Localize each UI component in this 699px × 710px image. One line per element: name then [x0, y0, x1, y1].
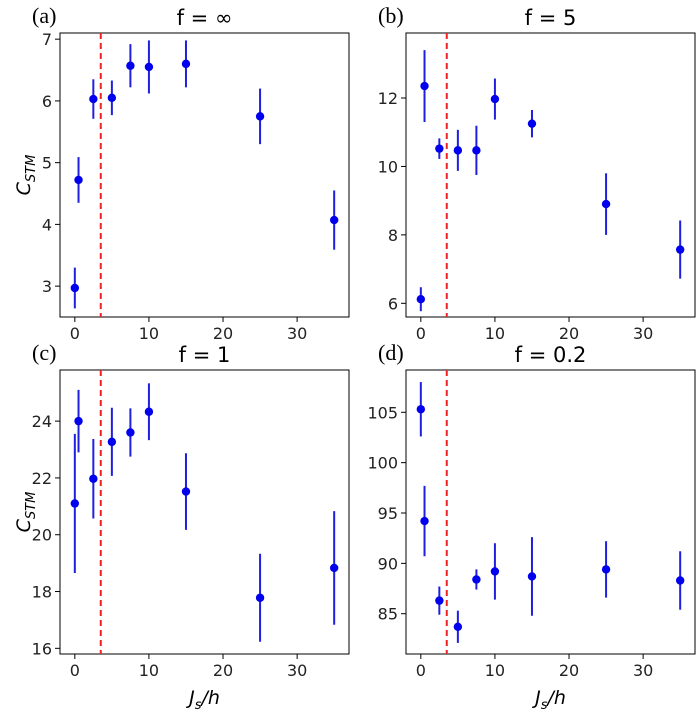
data-point [490, 567, 500, 576]
y-tick-label: 12 [378, 89, 398, 108]
plot-frame [59, 32, 350, 318]
panel-title: f = 5 [525, 6, 577, 30]
y-tick-label: 5 [42, 154, 52, 173]
x-tick-label: 10 [485, 324, 505, 343]
y-tick-label: 3 [42, 277, 52, 296]
y-tick-label: 6 [388, 294, 398, 313]
x-tick-label: 0 [70, 661, 80, 680]
data-point [416, 405, 426, 414]
panel-0: (a) f = ∞ 0 10 20 30 3 4 5 6 7 CSTM [13, 3, 350, 343]
panel-3: (d) f = 0.2 0 10 20 30 85 90 95 100 105 Js/h [367, 340, 696, 710]
data-point [107, 93, 117, 103]
x-tick-label: 20 [559, 324, 579, 343]
y-tick-label: 105 [367, 403, 398, 422]
data-point [74, 175, 83, 185]
y-axis-label: CSTM [13, 492, 39, 533]
x-tick-label: 10 [139, 324, 159, 343]
panel-label: (b) [378, 3, 404, 28]
data-point [144, 407, 154, 416]
x-tick-label: 0 [416, 661, 426, 680]
y-tick-label: 22 [32, 469, 52, 488]
data-point [527, 572, 537, 581]
x-axis-label: Js/h [185, 687, 220, 710]
data-point [89, 94, 98, 104]
data-point [181, 59, 191, 69]
y-tick-label: 20 [32, 526, 52, 545]
panel-title: f = 1 [179, 343, 231, 367]
y-tick-label: 16 [32, 639, 52, 658]
data-point [527, 119, 537, 128]
data-point [416, 295, 426, 304]
y-tick-label: 7 [42, 30, 52, 49]
x-tick-label: 30 [287, 661, 307, 680]
panel-title: f = ∞ [177, 6, 233, 30]
x-tick-label: 10 [139, 661, 159, 680]
x-tick-label: 0 [70, 324, 80, 343]
data-point [74, 416, 83, 426]
y-tick-label: 90 [378, 554, 398, 573]
panel-1: (b) f = 5 0 10 20 30 6 8 10 12 [378, 3, 696, 343]
x-axis-label: Js/h [531, 687, 566, 710]
y-tick-label: 95 [378, 504, 398, 523]
data-point [126, 428, 135, 437]
data-point [453, 622, 463, 632]
x-tick-label: 30 [287, 324, 307, 343]
data-point [126, 61, 135, 70]
data-point [435, 144, 444, 153]
data-point [472, 146, 481, 155]
data-point [329, 563, 339, 573]
data-point [181, 487, 191, 496]
x-tick-label: 10 [485, 661, 505, 680]
data-point [255, 112, 265, 121]
y-tick-label: 8 [388, 226, 398, 245]
plot-frame [405, 369, 696, 655]
x-tick-label: 20 [213, 661, 233, 680]
data-point [601, 565, 611, 574]
x-tick-label: 20 [559, 661, 579, 680]
panel-label: (a) [32, 3, 56, 28]
y-axis-label: CSTM [13, 155, 39, 196]
data-point [601, 199, 611, 209]
data-point [420, 81, 429, 91]
y-tick-label: 85 [378, 605, 398, 624]
panel-title: f = 0.2 [515, 343, 587, 367]
data-point [89, 474, 98, 483]
data-point [675, 245, 685, 254]
data-point [420, 516, 429, 526]
data-point [453, 146, 463, 155]
x-tick-label: 30 [633, 324, 653, 343]
panel-2: (c) f = 1 0 10 20 30 16 18 20 22 24 CSTM Js/h [13, 340, 350, 710]
x-tick-label: 30 [633, 661, 653, 680]
x-tick-label: 0 [416, 324, 426, 343]
data-point [490, 94, 500, 104]
y-tick-label: 100 [367, 454, 398, 473]
panel-label: (d) [378, 340, 404, 365]
x-tick-label: 20 [213, 324, 233, 343]
y-tick-label: 4 [42, 215, 52, 234]
data-point [675, 576, 685, 585]
y-tick-label: 10 [378, 157, 398, 176]
data-point [255, 593, 265, 602]
data-point [70, 499, 80, 508]
data-point [472, 575, 481, 584]
y-tick-label: 6 [42, 92, 52, 111]
data-point [70, 283, 80, 293]
plot-frame [405, 32, 696, 318]
y-tick-label: 18 [32, 583, 52, 602]
panel-label: (c) [32, 340, 56, 365]
data-point [107, 437, 117, 447]
y-tick-label: 24 [32, 412, 52, 431]
data-point [435, 596, 444, 605]
data-point [329, 215, 339, 225]
plot-frame [59, 369, 350, 655]
data-point [144, 62, 154, 72]
